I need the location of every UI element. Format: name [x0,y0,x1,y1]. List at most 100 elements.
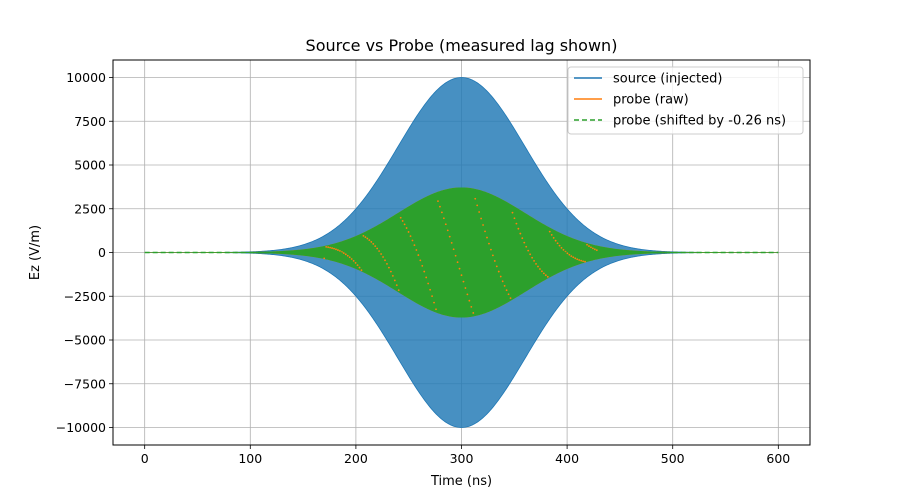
legend-label-source: source (injected) [613,72,722,87]
series-probe-raw-point [401,220,404,222]
series-probe-raw-point [397,289,400,292]
series-probe-raw-point [590,246,592,249]
series-probe-raw-point [578,259,581,261]
series-probe-raw-point [454,254,457,257]
series-probe-raw-point [344,253,347,256]
legend-label-probe-shifted: probe (shifted by -0.26 ns) [613,114,786,129]
series-probe-raw-point [409,235,412,238]
series-probe-raw-point [541,270,543,273]
series-probe-raw-point [529,253,532,256]
series-probe-raw-point [323,257,326,260]
series-probe-raw-point [391,275,394,277]
series-probe-raw-point [384,259,386,262]
series-probe-raw-point [497,270,500,273]
x-axis-label: Time (ns) [430,474,492,489]
series-probe-raw-point [331,247,333,249]
series-probe-raw-point [531,256,534,259]
series-probe-raw-point [507,293,510,296]
series-probe-raw-point [476,204,479,207]
series-probe-raw-point [350,258,353,260]
series-probe-raw-point [472,312,475,314]
series-probe-raw-point [374,245,377,247]
series-probe-raw-point [533,260,535,262]
series-probe-raw-point [562,248,565,251]
series-probe-raw-point [592,247,594,250]
series-probe-raw-point [395,284,398,287]
y-tick-label: −2500 [64,289,106,304]
series-probe-raw-point [360,269,363,272]
series-probe-raw-point [490,248,492,251]
series-probe-raw-point [523,241,526,244]
series-probe-raw-point [548,230,551,233]
series-probe-raw-point [427,282,430,285]
series-probe-raw-point [337,249,339,251]
series-probe-raw-point [376,247,379,250]
series-probe-raw-point [437,200,439,203]
series-probe-raw-point [327,246,330,249]
series-probe-raw-point [480,217,483,220]
series-probe-raw-point [348,256,351,259]
series-probe-raw-point [354,262,357,264]
series-probe-raw-point [325,245,328,248]
series-probe-raw-point [505,289,508,292]
x-tick-label: 600 [766,451,790,466]
series-probe-raw-point [364,236,367,239]
series-probe-raw-point [521,237,524,240]
series-probe-raw-point [546,275,549,278]
series-probe-raw-point [503,284,506,287]
series-probe-raw-point [415,249,418,251]
series-probe-raw-point [474,197,477,200]
series-probe-raw-point [413,244,416,247]
series-probe-raw-point [468,299,471,302]
series-probe-raw-point [517,227,520,230]
series-probe-raw-point [572,256,575,259]
series-probe-raw-point [495,265,498,268]
series-probe-raw-point [388,266,390,269]
series-probe-raw-point [576,258,579,261]
y-tick-label: 2500 [74,201,106,216]
series-probe-raw-point [403,223,406,226]
series-probe-raw-point [370,241,373,243]
x-tick-label: 200 [344,451,368,466]
series-probe-raw-point [444,223,447,226]
series-probe-raw-point [362,234,365,237]
series-probe-raw-point [482,224,484,226]
series-probe-raw-point [515,222,518,225]
series-probe-raw-point [346,254,349,257]
series-probe-raw-point [539,268,541,270]
series-probe-raw-point [466,293,469,296]
y-tick-label: −7500 [64,376,106,391]
series-probe-raw-point [417,254,420,256]
series-probe-raw-point [442,217,445,220]
series-probe-raw-point [386,262,388,265]
series-probe-raw-point [519,232,522,235]
legend-label-probe-raw: probe (raw) [613,93,689,108]
series-probe-raw-point [435,308,437,311]
series-probe-raw-point [525,245,528,248]
series-probe-raw-point [450,242,453,244]
series-probe-raw-point [556,242,559,245]
series-probe-raw-point [378,250,381,253]
series-probe-raw-point [499,275,502,278]
legend: source (injected) probe (raw) probe (shi… [567,66,804,135]
series-probe-raw-point [493,260,496,262]
series-probe-raw-point [425,276,428,279]
y-tick-label: 5000 [74,158,106,173]
series-probe-raw-point [560,246,563,249]
series-probe-raw-point [389,270,392,273]
y-tick-label: 0 [98,245,106,260]
series-probe-raw-point [470,305,473,308]
series-probe-raw-point [537,265,539,268]
series-probe-raw-point [501,280,504,283]
series-probe-raw-point [552,236,555,239]
y-tick-label: 7500 [74,114,106,129]
series-probe-raw-point [372,243,375,245]
series-probe-raw-point [574,257,577,260]
series-probe-raw-point [368,239,371,242]
series-probe-raw-point [588,245,590,247]
series-probe-raw-point [478,211,481,213]
series-probe-raw-point [566,252,569,255]
series-probe-raw-point [356,264,359,267]
legend-box [567,66,804,135]
